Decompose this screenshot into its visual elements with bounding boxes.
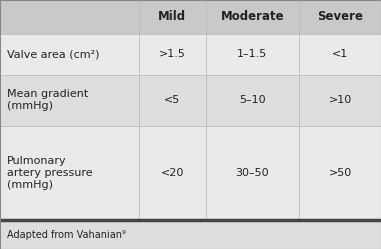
Text: Moderate: Moderate: [221, 10, 284, 23]
Bar: [0, 220, 381, 249]
Text: >50: >50: [328, 168, 352, 178]
Text: Severe: Severe: [317, 10, 363, 23]
Text: Valve area (cm²): Valve area (cm²): [7, 49, 99, 59]
Text: >10: >10: [328, 95, 352, 105]
Text: 30–50: 30–50: [235, 168, 269, 178]
Text: <1: <1: [332, 49, 348, 59]
Text: Mean gradient
(mmHg): Mean gradient (mmHg): [7, 89, 88, 111]
Bar: [0, 34, 381, 75]
Text: Mild: Mild: [158, 10, 186, 23]
Text: <5: <5: [164, 95, 181, 105]
Bar: [0, 126, 381, 220]
Text: 5–10: 5–10: [239, 95, 266, 105]
Text: >1.5: >1.5: [159, 49, 186, 59]
Text: <20: <20: [161, 168, 184, 178]
Text: Adapted from Vahanian⁹: Adapted from Vahanian⁹: [7, 230, 126, 240]
Text: 1–1.5: 1–1.5: [237, 49, 267, 59]
Bar: [0, 75, 381, 126]
Bar: [0, 0, 381, 34]
Text: Pulmonary
artery pressure
(mmHg): Pulmonary artery pressure (mmHg): [7, 156, 93, 190]
